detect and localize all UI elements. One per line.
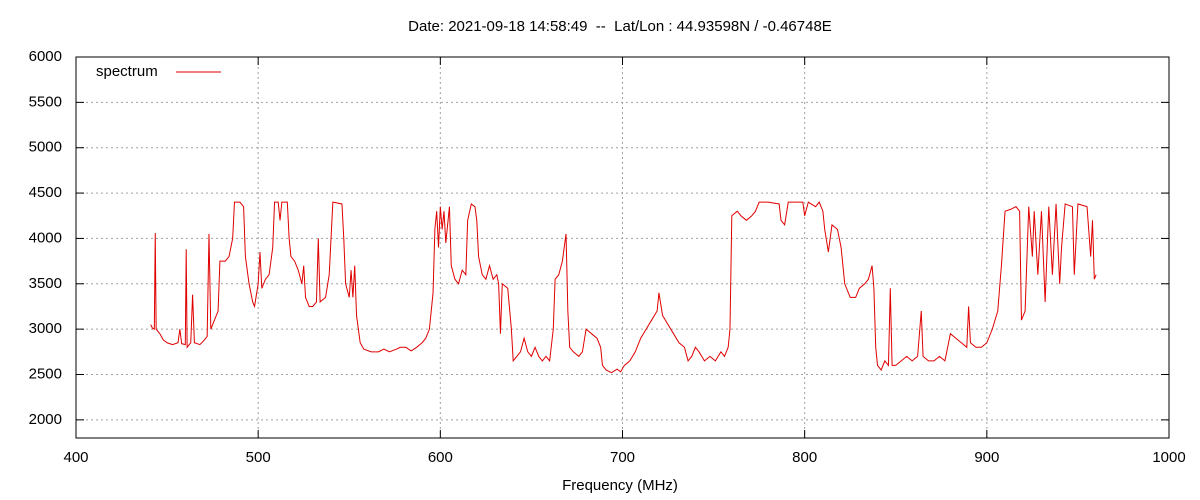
- y-tick-label: 3500: [29, 275, 62, 292]
- x-tick-label: 500: [246, 449, 271, 466]
- y-tick-label: 6000: [29, 48, 62, 65]
- spectrum-line: [150, 201, 1097, 374]
- y-tick-label: 5000: [29, 139, 62, 156]
- x-axis-label: Frequency (MHz): [562, 477, 678, 494]
- y-tick-label: 4500: [29, 184, 62, 201]
- x-tick-label: 800: [792, 449, 817, 466]
- x-tick-label: 900: [974, 449, 999, 466]
- y-tick-label: 2000: [29, 411, 62, 428]
- y-tick-label: 2500: [29, 365, 62, 382]
- plot-border: [75, 56, 1170, 439]
- x-tick-label: 1000: [1152, 449, 1185, 466]
- x-tick-label: 700: [610, 449, 635, 466]
- x-tick-label: 600: [428, 449, 453, 466]
- legend-label: spectrum: [96, 63, 158, 80]
- x-tick-label: 400: [63, 449, 88, 466]
- y-tick-label: 5500: [29, 93, 62, 110]
- y-tick-label: 4000: [29, 229, 62, 246]
- y-tick-label: 3000: [29, 320, 62, 337]
- chart-title: Date: 2021-09-18 14:58:49 -- Lat/Lon : 4…: [408, 18, 832, 35]
